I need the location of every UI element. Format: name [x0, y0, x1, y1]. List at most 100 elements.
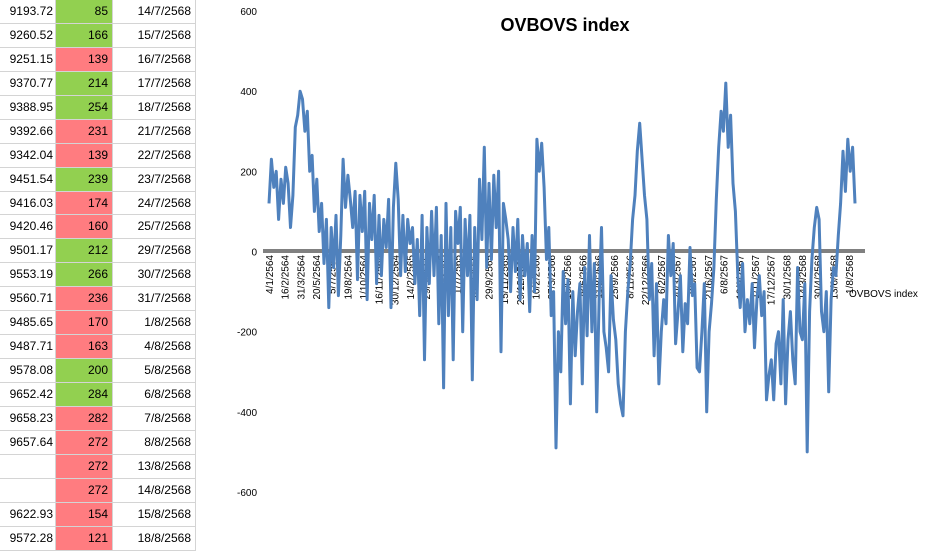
- x-tick-label: 1/11/2567: [751, 255, 762, 299]
- x-tick-label: 1/7/2565: [453, 255, 464, 294]
- table-row: 9553.19 266 30/7/2568: [0, 263, 196, 288]
- table-row: 9416.03 174 24/7/2568: [0, 191, 196, 216]
- table-row: 9420.46 160 25/7/2568: [0, 215, 196, 240]
- price-cell: 9342.04: [0, 143, 56, 168]
- x-tick-label: 19/8/2564: [343, 255, 354, 300]
- table-row: 9657.64 272 8/8/2568: [0, 430, 196, 455]
- x-tick-label: 31/3/2564: [296, 255, 307, 300]
- x-tick-label: 20/3/2567: [673, 255, 684, 300]
- table-row: 9658.23 282 7/8/2568: [0, 406, 196, 431]
- x-tick-label: 15/11/2565: [500, 255, 511, 305]
- price-cell: 9420.46: [0, 215, 56, 240]
- index-cell: 139: [56, 47, 113, 72]
- index-cell: 200: [56, 359, 113, 383]
- index-cell: 214: [56, 71, 113, 96]
- table-row: 9392.66 231 21/7/2568: [0, 119, 196, 144]
- date-cell: 5/8/2568: [113, 359, 196, 383]
- table-row: 9501.17 212 29/7/2568: [0, 239, 196, 264]
- table-row: 9193.72 85 14/7/2568: [0, 0, 196, 24]
- index-cell: 139: [56, 143, 113, 168]
- table-row: 9451.54 239 23/7/2568: [0, 167, 196, 192]
- price-cell: 9451.54: [0, 167, 56, 192]
- table-row: 9487.71 163 4/8/2568: [0, 335, 196, 360]
- x-tick-label: 10/2/2566: [531, 255, 542, 300]
- price-cell: 9388.95: [0, 95, 56, 120]
- date-cell: 15/8/2568: [113, 502, 196, 527]
- price-cell: 9392.66: [0, 119, 56, 144]
- x-tick-label: 14/2/2565: [406, 255, 417, 300]
- table-row: 9485.65 170 1/8/2568: [0, 311, 196, 336]
- index-cell: 174: [56, 191, 113, 216]
- y-axis: -600 -400 -200 0 200 400 600: [237, 7, 257, 499]
- index-cell: 266: [56, 263, 113, 288]
- x-tick-label: 1/8/2568: [845, 255, 856, 294]
- date-cell: 17/7/2568: [113, 71, 196, 96]
- x-tick-label: 4/1/2564: [265, 255, 276, 294]
- y-tick-label: -400: [237, 408, 257, 419]
- x-tick-label: 30/1/2568: [782, 255, 793, 300]
- index-cell: 231: [56, 119, 113, 144]
- price-cell: 9501.17: [0, 239, 56, 264]
- date-cell: 18/7/2568: [113, 95, 196, 120]
- series-line-ovbovs-index: [267, 81, 857, 454]
- table-row: 9251.15 139 16/7/2568: [0, 47, 196, 72]
- date-cell: 30/7/2568: [113, 263, 196, 288]
- price-cell: [0, 454, 56, 479]
- price-cell: 9487.71: [0, 335, 56, 360]
- table-row: 9622.93 154 15/8/2568: [0, 502, 196, 527]
- x-tick-label: 16/11/2564: [375, 255, 386, 305]
- x-axis: 4/1/2564 16/2/2564 31/3/2564 20/5/2564 5/7/2…: [265, 255, 856, 305]
- y-tick-label: 400: [240, 87, 257, 98]
- price-cell: 9416.03: [0, 191, 56, 216]
- index-cell: 85: [56, 0, 113, 24]
- legend-label: OVBOVS index: [849, 289, 918, 300]
- table-row: 9260.52 166 15/7/2568: [0, 23, 196, 48]
- index-cell: 282: [56, 406, 113, 431]
- y-tick-label: 600: [240, 7, 257, 18]
- date-cell: 7/8/2568: [113, 406, 196, 431]
- date-cell: 1/8/2568: [113, 311, 196, 336]
- index-cell: 160: [56, 215, 113, 240]
- price-cell: [0, 478, 56, 503]
- table-row: 9560.71 236 31/7/2568: [0, 287, 196, 312]
- index-cell: 166: [56, 23, 113, 48]
- index-cell: 272: [56, 478, 113, 503]
- date-cell: 13/8/2568: [113, 454, 196, 479]
- price-cell: 9370.77: [0, 71, 56, 96]
- table-row: 272 13/8/2568: [0, 454, 196, 479]
- x-tick-label: 13/6/2568: [829, 255, 840, 300]
- x-tick-label: 6/8/2567: [720, 255, 731, 294]
- data-table: 9193.72 85 14/7/2568 9260.52 166 15/7/2568 925…: [0, 0, 196, 551]
- date-cell: 29/7/2568: [113, 239, 196, 264]
- x-tick-label: 16/2/2564: [281, 255, 292, 300]
- x-tick-label: 27/3/2566: [547, 255, 558, 300]
- date-cell: 31/7/2568: [113, 287, 196, 312]
- date-cell: 8/8/2568: [113, 430, 196, 455]
- index-cell: 212: [56, 239, 113, 264]
- table-row: 9578.08 200 5/8/2568: [0, 359, 196, 383]
- y-tick-label: 200: [240, 167, 257, 178]
- date-cell: 25/7/2568: [113, 215, 196, 240]
- date-cell: 15/7/2568: [113, 23, 196, 48]
- line-chart: OVBOVS index -600 -400 -200 0 200 400 600 4/1/…: [237, 7, 918, 499]
- price-cell: 9622.93: [0, 502, 56, 527]
- index-cell: 163: [56, 335, 113, 360]
- index-cell: 284: [56, 383, 113, 407]
- table-row: 9342.04 139 22/7/2568: [0, 143, 196, 168]
- y-tick-label: -200: [237, 328, 257, 339]
- x-tick-label: 16/5/2566: [563, 255, 574, 300]
- table-row: 9388.95 254 18/7/2568: [0, 95, 196, 120]
- x-tick-label: 22/12/2566: [641, 255, 652, 305]
- x-tick-label: 8/5/2567: [688, 255, 699, 294]
- index-cell: 272: [56, 430, 113, 455]
- date-cell: 23/7/2568: [113, 167, 196, 192]
- x-tick-label: 6/2/2567: [657, 255, 668, 294]
- table-row: 272 14/8/2568: [0, 478, 196, 503]
- y-tick-label: 0: [251, 248, 257, 259]
- x-tick-label: 21/6/2567: [704, 255, 715, 300]
- price-cell: 9260.52: [0, 23, 56, 48]
- price-cell: 9193.72: [0, 0, 56, 24]
- date-cell: 4/8/2568: [113, 335, 196, 360]
- date-cell: 21/7/2568: [113, 119, 196, 144]
- index-cell: 170: [56, 311, 113, 336]
